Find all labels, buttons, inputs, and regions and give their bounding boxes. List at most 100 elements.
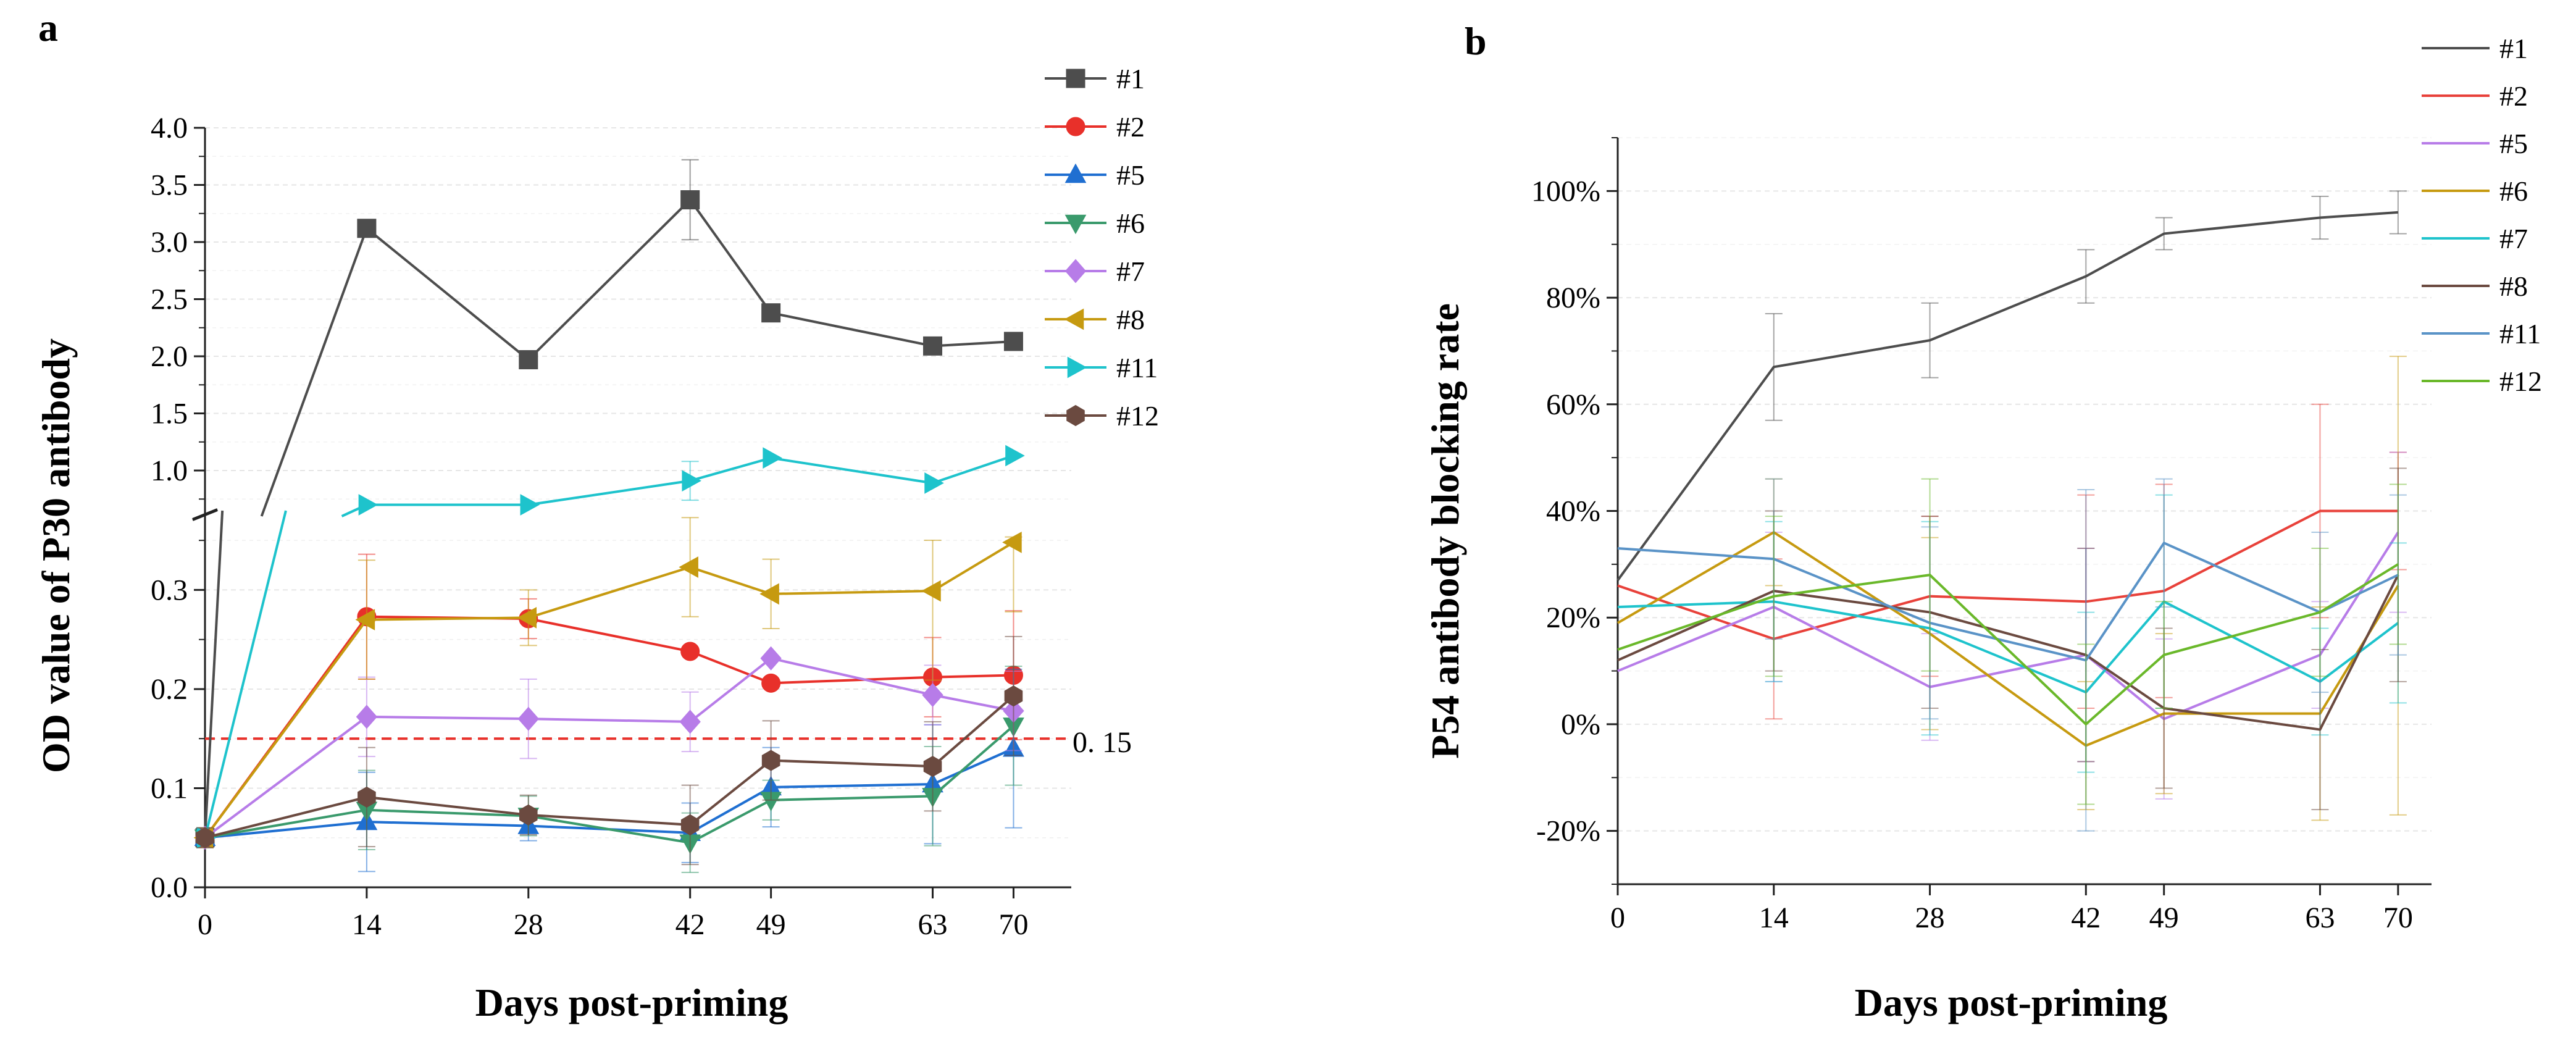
data-point: [519, 804, 538, 826]
data-point: [761, 750, 780, 771]
series-line: [204, 510, 287, 839]
data-point: [680, 642, 700, 661]
series-line: [1616, 211, 2398, 581]
data-point: [923, 756, 942, 777]
y-tick-label: -20%: [1536, 815, 1600, 848]
panel-a-chart: 0.0 0.1 0.2 0.3 1.0 1.5 2.0 2.5 3.0 3.5 4.0 0 14 28 42…: [151, 63, 1159, 941]
series-n8: [1617, 467, 2407, 811]
data-point: [680, 190, 700, 210]
series-n11: [196, 445, 1025, 849]
y-tick-label: 0%: [1561, 708, 1600, 741]
series-line: [366, 795, 529, 816]
series-n12: [1617, 478, 2407, 805]
data-point: [358, 494, 378, 516]
y-tick-label: 0.0: [151, 871, 188, 904]
legend-label: #1: [2499, 33, 2528, 64]
series-line: [689, 786, 772, 834]
data-point: [921, 580, 941, 602]
data-point: [517, 607, 537, 629]
data-point: [355, 609, 375, 630]
panel-b-legend: #1 #2 #5 #6 #7 #8 #11 #12: [2422, 33, 2542, 397]
legend-label: #11: [1116, 352, 1158, 383]
series-n8: [193, 517, 1022, 849]
series-n2: [1617, 403, 2407, 720]
legend-label: #8: [2499, 270, 2528, 302]
series-n6: [1616, 356, 2407, 821]
series-line: [528, 813, 690, 826]
x-tick-label: 70: [998, 908, 1028, 941]
legend-marker: [1066, 404, 1085, 427]
data-point: [761, 303, 781, 323]
data-point: [759, 583, 779, 605]
series-line: [204, 821, 367, 839]
data-point: [924, 472, 944, 494]
series-line: [1617, 509, 2398, 640]
series-line: [932, 541, 1014, 592]
series-line: [1617, 563, 2399, 726]
legend-marker: [1064, 259, 1087, 283]
data-point: [356, 705, 378, 729]
panel-a-threshold-label: 0. 15: [1073, 726, 1132, 759]
series-line: [204, 795, 367, 839]
data-point: [761, 673, 781, 693]
legend-marker: [1066, 69, 1085, 88]
panel-a-ylabel: OD value of P30 antibody: [34, 338, 78, 773]
series-line: [366, 227, 530, 361]
series-line: [689, 798, 772, 844]
axis-break-mark: [192, 509, 218, 521]
data-point: [679, 556, 698, 578]
series-line: [366, 821, 529, 827]
series-line: [932, 674, 1014, 679]
data-point: [357, 219, 377, 238]
series-line: [689, 650, 772, 685]
series-line: [528, 814, 691, 844]
series-line: [366, 808, 529, 818]
y-tick-label: 80%: [1546, 282, 1600, 314]
x-tick-label: 63: [918, 908, 948, 941]
series-line: [689, 759, 772, 826]
x-tick-label: 63: [2305, 902, 2335, 934]
panel-b-chart: -20%0%20%40%60%80%100%0 14 28 42 49 63 70#1#2#…: [1531, 33, 2542, 934]
y-tick-label: 20%: [1546, 601, 1600, 634]
data-point: [1002, 532, 1022, 553]
series-line: [771, 676, 933, 685]
y-tick-label: 100%: [1531, 175, 1600, 207]
legend-label: #6: [2499, 175, 2528, 207]
panel-b-xlabel: Days post-priming: [1855, 981, 2168, 1024]
series-line: [932, 724, 1014, 797]
y-tick-label: 2.5: [151, 283, 188, 316]
series-line: [528, 479, 690, 506]
x-tick-label: 28: [1915, 902, 1945, 934]
series-line: [932, 454, 1014, 485]
series-n7: [194, 646, 1024, 850]
panel-b-ylabel: P54 antibody blocking rate: [1423, 303, 1467, 759]
series-line: [932, 340, 1014, 348]
legend-marker: [1066, 117, 1085, 136]
legend-label: #5: [1116, 159, 1145, 191]
data-point: [1003, 332, 1023, 351]
data-point: [763, 447, 782, 469]
x-tick-label: 42: [2071, 902, 2101, 934]
legend-marker: [1064, 308, 1084, 330]
panel-a-letter: a: [38, 6, 58, 49]
legend-label: #8: [1116, 304, 1145, 335]
series-n5: [194, 668, 1024, 872]
series-line: [690, 566, 772, 595]
series-line: [366, 616, 529, 621]
data-point: [1004, 685, 1023, 707]
data-point: [1005, 445, 1025, 467]
legend-label: #6: [1116, 207, 1145, 239]
legend-marker: [1064, 214, 1087, 235]
series-line: [528, 617, 691, 653]
y-tick-label: 1.5: [151, 398, 188, 430]
panel-b-letter: b: [1465, 19, 1487, 63]
series-line: [771, 795, 933, 801]
series-line: [932, 693, 1014, 713]
x-tick-label: 14: [1759, 902, 1789, 934]
x-tick-label: 49: [756, 908, 786, 941]
legend-label: #2: [1116, 111, 1145, 143]
y-tick-label: 3.0: [151, 226, 188, 259]
series-line: [771, 311, 933, 348]
legend-label: #7: [1116, 256, 1145, 287]
legend-label: #11: [2499, 318, 2541, 349]
